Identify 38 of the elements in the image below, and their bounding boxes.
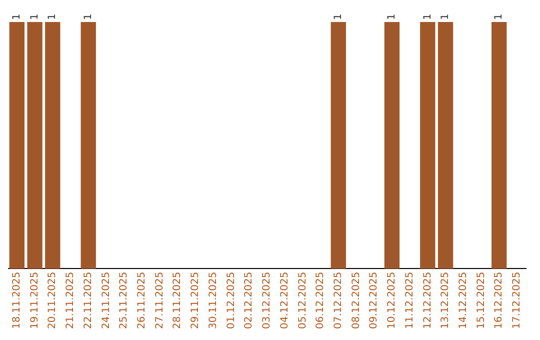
x-tick-label: 12.12.2025	[422, 272, 434, 330]
x-tick-label: 26.11.2025	[136, 272, 148, 330]
x-tick-label: 05.12.2025	[297, 272, 308, 330]
data-label: 1	[29, 14, 40, 20]
x-tick-label: 11.12.2025	[404, 272, 416, 330]
x-tick-label: 30.11.2025	[208, 272, 219, 330]
x-tick-label: 15.12.2025	[476, 272, 487, 330]
data-label: 1	[440, 14, 452, 20]
x-tick-label: 22.11.2025	[82, 272, 94, 330]
x-tick-label: 25.11.2025	[118, 272, 130, 330]
x-tick-label: 19.11.2025	[29, 272, 40, 330]
x-tick-label: 08.12.2025	[350, 272, 362, 330]
x-tick-label: 13.12.2025	[440, 272, 452, 330]
x-tick-label: 21.11.2025	[65, 272, 76, 330]
x-tick-label: 27.11.2025	[154, 272, 166, 330]
data-label: 1	[494, 14, 505, 20]
x-tick-label: 16.12.2025	[494, 272, 505, 330]
data-label: 1	[386, 14, 398, 20]
x-tick-label: 10.12.2025	[386, 272, 398, 330]
data-label: 1	[422, 14, 434, 20]
x-tick-label: 07.12.2025	[332, 272, 344, 330]
x-tick-label: 04.12.2025	[279, 272, 290, 330]
data-label: 1	[332, 14, 344, 20]
data-label: 1	[12, 14, 23, 20]
x-tick-label: 24.11.2025	[100, 272, 112, 330]
x-tick-label: 20.11.2025	[47, 272, 58, 330]
x-tick-label: 03.12.2025	[262, 272, 273, 330]
x-tick-label: 18.11.2025	[12, 272, 23, 330]
x-tick-label: 28.11.2025	[172, 272, 184, 330]
x-tick-label: 09.12.2025	[368, 272, 380, 330]
x-tick-label: 14.12.2025	[458, 272, 469, 330]
x-tick-label: 01.12.2025	[226, 272, 237, 330]
x-tick-label: 06.12.2025	[315, 272, 326, 330]
data-label: 1	[82, 14, 94, 20]
x-tick-label: 29.11.2025	[190, 272, 202, 330]
data-label: 1	[47, 14, 58, 20]
x-tick-label: 02.12.2025	[244, 272, 255, 330]
x-tick-label: 17.12.2025	[512, 272, 523, 330]
